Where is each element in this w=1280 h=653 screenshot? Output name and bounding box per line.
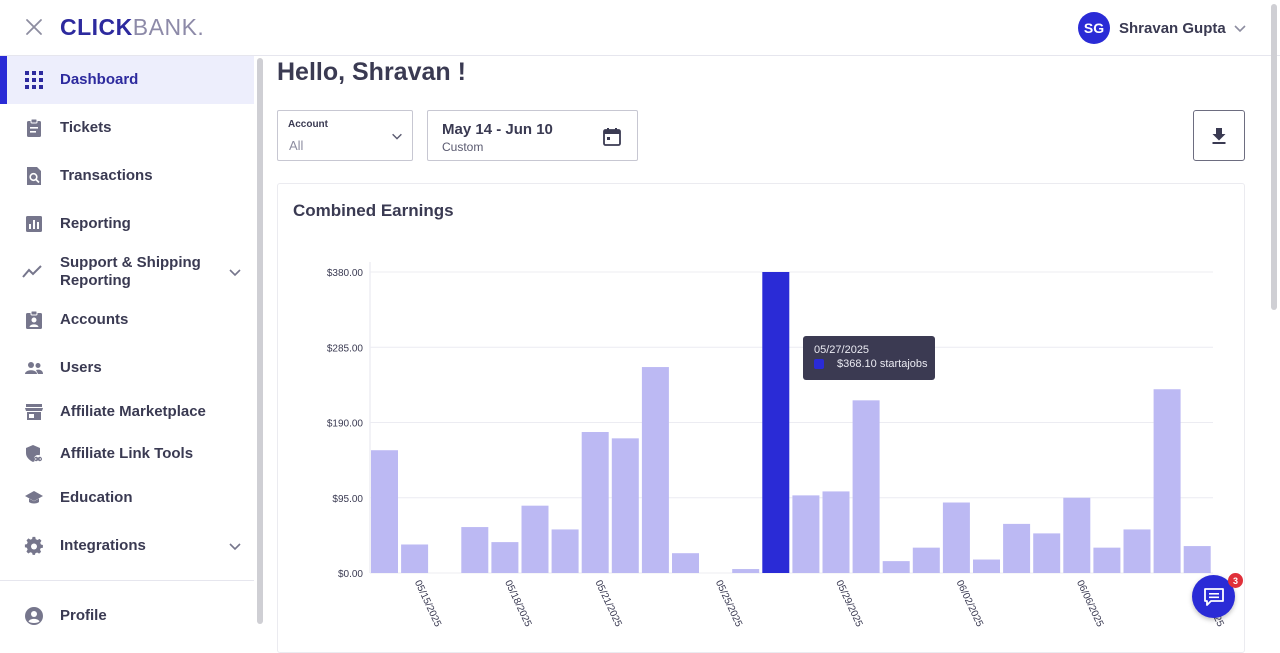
sidebar-item-education[interactable]: Education <box>0 476 254 520</box>
top-header: CLICKBANK. SG Shravan Gupta <box>0 0 1280 56</box>
sidebar-item-label: Accounts <box>60 311 129 328</box>
chevron-down-icon[interactable] <box>227 264 243 280</box>
sidebar-item-label: Integrations <box>60 537 146 554</box>
store-icon <box>25 404 43 420</box>
logo-dot: . <box>197 14 205 40</box>
tooltip-date: 05/27/2025 <box>814 344 870 356</box>
link-shield-icon <box>26 445 42 463</box>
sidebar-item-affiliate-link-tools[interactable]: Affiliate Link Tools <box>0 432 254 476</box>
user-name: Shravan Gupta <box>1119 19 1226 37</box>
close-icon[interactable] <box>22 15 46 39</box>
sidebar-item-integrations[interactable]: Integrations <box>0 522 254 570</box>
avatar: SG <box>1078 12 1110 44</box>
chevron-down-icon <box>1234 25 1246 33</box>
page-scrollbar[interactable] <box>1271 4 1277 310</box>
combined-earnings-card: Combined Earnings <box>277 183 1245 653</box>
bar-chart-icon <box>26 216 42 232</box>
sidebar-divider <box>0 580 254 581</box>
chat-button[interactable] <box>1192 575 1235 618</box>
sidebar-item-label: Transactions <box>60 167 153 184</box>
logo-text-click: CLICK <box>60 14 133 40</box>
sidebar-item-users[interactable]: Users <box>0 344 254 392</box>
sidebar: Dashboard Tickets Transactions Reporting… <box>0 56 254 642</box>
badge-icon <box>26 310 42 329</box>
page-title: Hello, Shravan ! <box>277 58 466 86</box>
sidebar-item-label: Reporting <box>60 215 131 232</box>
chevron-down-icon <box>392 133 402 140</box>
account-select[interactable]: Account All <box>277 110 413 161</box>
account-select-value: All <box>289 138 304 153</box>
sidebar-item-label: Affiliate Link Tools <box>60 445 194 462</box>
sidebar-item-label: Support & Shipping Reporting <box>60 254 201 289</box>
download-icon <box>1212 127 1226 144</box>
account-select-label: Account <box>288 119 328 130</box>
date-range-value: May 14 - Jun 10 <box>442 121 553 138</box>
sidebar-item-reporting[interactable]: Reporting <box>0 200 254 248</box>
clipboard-icon <box>27 118 41 137</box>
notification-badge: 3 <box>1228 573 1243 588</box>
download-button[interactable] <box>1193 110 1245 161</box>
sidebar-item-tickets[interactable]: Tickets <box>0 104 254 152</box>
tooltip-value: $368.10 startajobs <box>837 358 928 370</box>
search-document-icon <box>27 167 41 185</box>
calendar-icon <box>603 128 621 146</box>
clickbank-logo[interactable]: CLICKBANK. <box>60 14 204 41</box>
sidebar-item-support-shipping-reporting[interactable]: Support & Shipping Reporting <box>0 252 254 292</box>
chat-icon <box>1203 587 1224 606</box>
date-range-preset: Custom <box>442 140 484 154</box>
sidebar-item-dashboard[interactable]: Dashboard <box>0 56 254 104</box>
chart-tooltip: 05/27/2025 $368.10 startajobs <box>803 336 935 380</box>
sidebar-scrollbar[interactable] <box>257 58 263 624</box>
sidebar-item-label: Affiliate Marketplace <box>60 403 206 420</box>
sidebar-item-profile[interactable]: Profile <box>0 592 254 640</box>
sidebar-item-label: Profile <box>60 607 107 624</box>
sidebar-item-label: Education <box>60 489 133 506</box>
sidebar-item-label: Dashboard <box>60 71 139 88</box>
card-title: Combined Earnings <box>293 201 454 220</box>
user-menu[interactable]: SG Shravan Gupta <box>1078 11 1248 45</box>
tooltip-swatch <box>814 359 824 369</box>
sidebar-item-transactions[interactable]: Transactions <box>0 152 254 200</box>
trend-line-icon <box>22 265 42 278</box>
date-range-picker[interactable]: May 14 - Jun 10 Custom <box>427 110 638 161</box>
people-icon <box>25 362 43 374</box>
sidebar-item-affiliate-marketplace[interactable]: Affiliate Marketplace <box>0 390 254 434</box>
sidebar-item-label: Tickets <box>60 119 112 136</box>
logo-text-bank: BANK <box>132 14 198 40</box>
sidebar-item-accounts[interactable]: Accounts <box>0 296 254 344</box>
grid-icon <box>25 71 43 89</box>
chevron-down-icon[interactable] <box>227 538 243 554</box>
graduation-cap-icon <box>25 491 43 504</box>
user-circle-icon <box>25 607 43 625</box>
sidebar-item-label: Users <box>60 359 102 376</box>
gear-icon <box>24 536 43 555</box>
